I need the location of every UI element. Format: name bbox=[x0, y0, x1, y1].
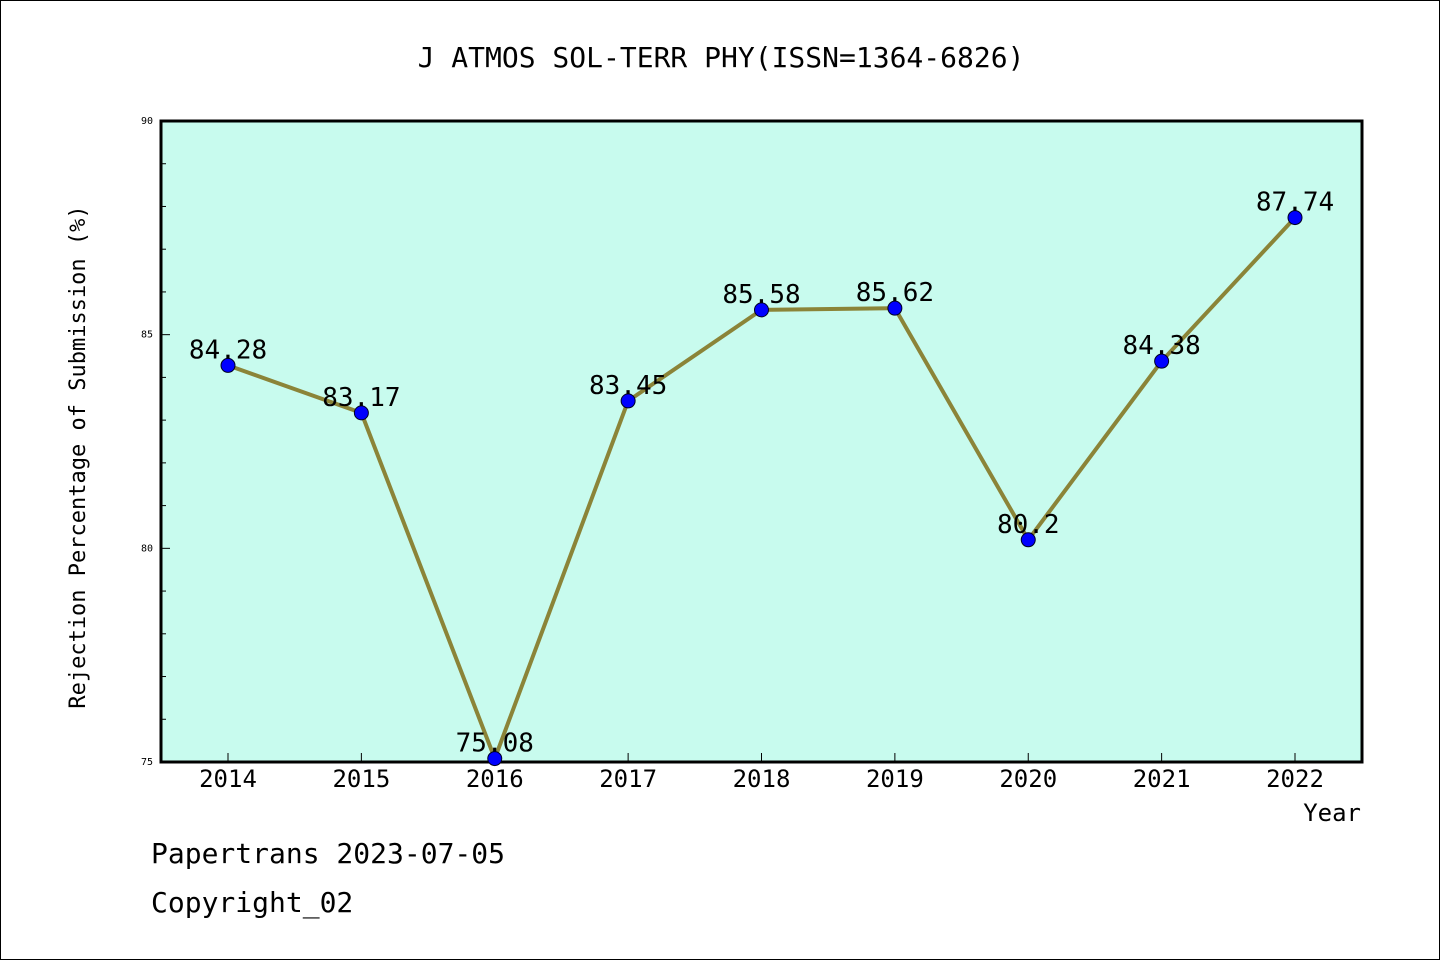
data-label: 80.2 bbox=[997, 510, 1060, 540]
x-axis-label: Year bbox=[1303, 799, 1361, 827]
y-axis-label: Rejection Percentage of Submission (%) bbox=[66, 205, 91, 708]
x-tick-label: 2021 bbox=[1133, 765, 1191, 793]
data-point-marker bbox=[620, 393, 636, 409]
x-tick-label: 2019 bbox=[866, 765, 924, 793]
data-point-marker bbox=[353, 405, 369, 421]
chart-title: J ATMOS SOL-TERR PHY(ISSN=1364-6826) bbox=[418, 41, 1025, 74]
x-tick-label: 2016 bbox=[466, 765, 524, 793]
data-label: 84.28 bbox=[189, 335, 267, 365]
y-tick-label: 85 bbox=[141, 330, 153, 341]
data-point-marker bbox=[1154, 353, 1170, 369]
x-tick-label: 2020 bbox=[999, 765, 1057, 793]
data-label: 87.74 bbox=[1256, 188, 1334, 218]
y-tick-label: 90 bbox=[141, 116, 153, 127]
data-label: 83.17 bbox=[322, 383, 400, 413]
data-point-marker bbox=[220, 357, 236, 373]
data-point-marker bbox=[754, 302, 769, 318]
data-point-marker bbox=[487, 751, 503, 767]
data-point-marker bbox=[1287, 210, 1303, 226]
data-label: 85.58 bbox=[722, 280, 800, 310]
y-tick-label: 80 bbox=[141, 543, 153, 554]
x-tick-label: 2015 bbox=[332, 765, 390, 793]
footer-copyright: Copyright_02 bbox=[151, 886, 354, 919]
y-tick-label: 75 bbox=[141, 757, 153, 768]
plot-area bbox=[159, 119, 1364, 764]
data-label: 83.45 bbox=[589, 371, 667, 401]
data-labels: 84.28 83.17 75.08 83.45 85.58 85.62 80.2 84.38 8… bbox=[189, 188, 1334, 759]
data-label: 84.38 bbox=[1122, 331, 1200, 361]
x-tick-label: 2022 bbox=[1266, 765, 1324, 793]
x-tick-label: 2014 bbox=[199, 765, 257, 793]
series-line-group bbox=[220, 210, 1303, 767]
data-label: 75.08 bbox=[456, 729, 534, 759]
data-point-marker bbox=[887, 300, 903, 316]
x-tick-label: 2018 bbox=[733, 765, 791, 793]
data-point-marker bbox=[1020, 532, 1036, 548]
y-axis: 75 80 85 90 bbox=[141, 116, 170, 768]
data-label: 85.62 bbox=[856, 278, 934, 308]
x-tick-label: 2017 bbox=[599, 765, 657, 793]
footer-date: Papertrans 2023-07-05 bbox=[151, 837, 506, 870]
x-axis: 2014 2015 2016 2017 2018 2019 2020 2021 2022 bbox=[199, 753, 1324, 793]
